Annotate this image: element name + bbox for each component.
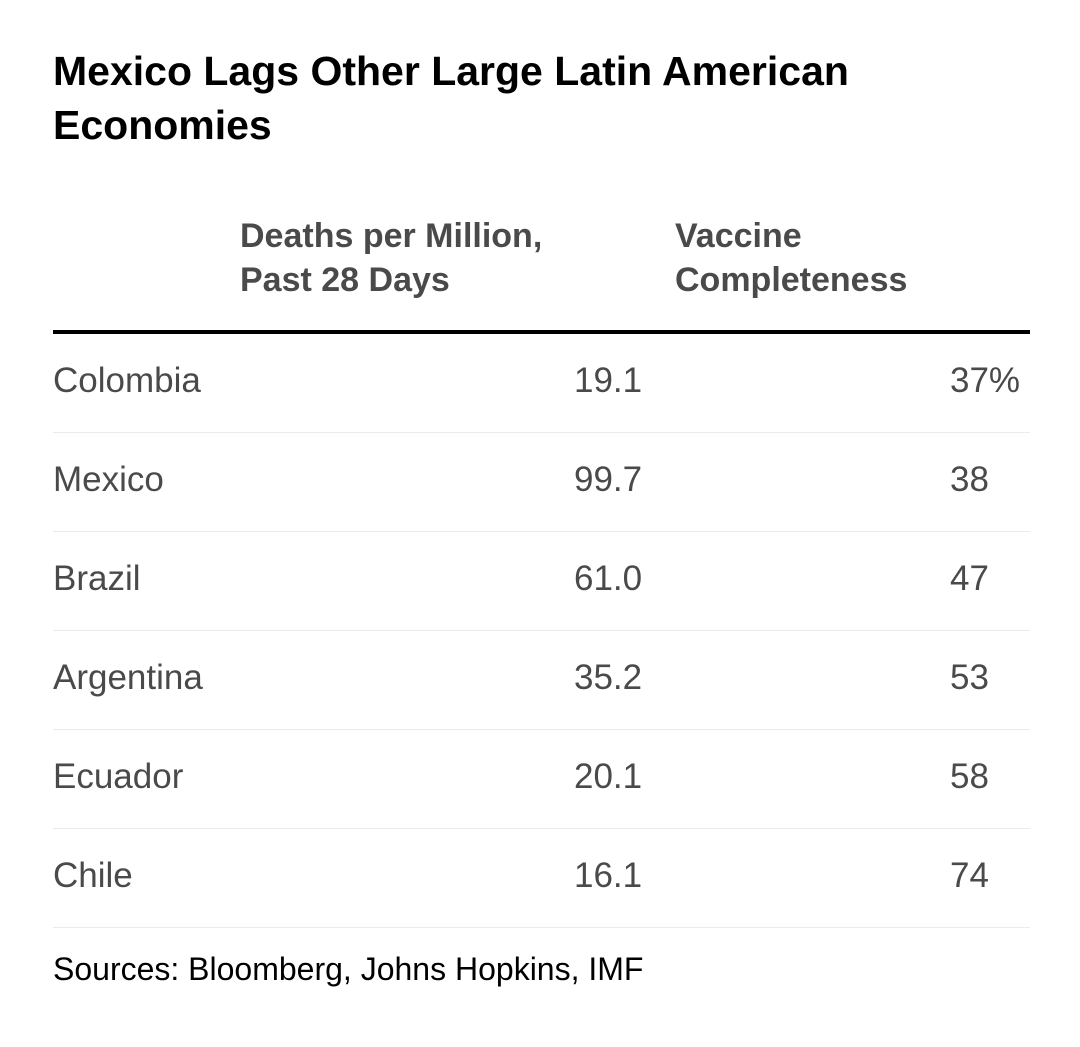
table-row: Chile 16.1 74 — [53, 829, 1030, 928]
table-row: Colombia 19.1 37% — [53, 334, 1030, 433]
deaths-cell: 61.0 — [574, 559, 643, 598]
table-row: Ecuador 20.1 58 — [53, 730, 1030, 829]
chart-title: Mexico Lags Other Large Latin American E… — [53, 48, 849, 148]
country-cell: Argentina — [53, 658, 203, 697]
table-row: Mexico 99.7 38 — [53, 433, 1030, 532]
country-cell: Ecuador — [53, 757, 184, 796]
vaccine-cell: 53 — [950, 658, 989, 697]
deaths-cell: 99.7 — [574, 460, 643, 499]
vaccine-cell: 38 — [950, 460, 989, 499]
deaths-cell: 35.2 — [574, 658, 643, 697]
header-rule — [53, 330, 1030, 334]
column-header-deaths: Deaths per Million, Past 28 Days — [240, 217, 543, 299]
table-row: Brazil 61.0 47 — [53, 532, 1030, 631]
vaccine-cell: 47 — [950, 559, 989, 598]
source-note: Sources: Bloomberg, Johns Hopkins, IMF — [53, 951, 644, 987]
country-cell: Chile — [53, 856, 133, 895]
country-cell: Colombia — [53, 361, 201, 400]
country-cell: Mexico — [53, 460, 164, 499]
table-body: Colombia 19.1 37% Mexico 99.7 38 Brazil … — [53, 334, 1030, 928]
deaths-cell: 16.1 — [574, 856, 643, 895]
table-row: Argentina 35.2 53 — [53, 631, 1030, 730]
deaths-cell: 19.1 — [574, 361, 643, 400]
vaccine-cell: 74 — [950, 856, 989, 895]
country-cell: Brazil — [53, 559, 141, 598]
vaccine-cell: 58 — [950, 757, 989, 796]
column-header-vaccine: Vaccine Completeness — [675, 217, 908, 299]
deaths-cell: 20.1 — [574, 757, 643, 796]
vaccine-cell: 37% — [950, 361, 1021, 400]
